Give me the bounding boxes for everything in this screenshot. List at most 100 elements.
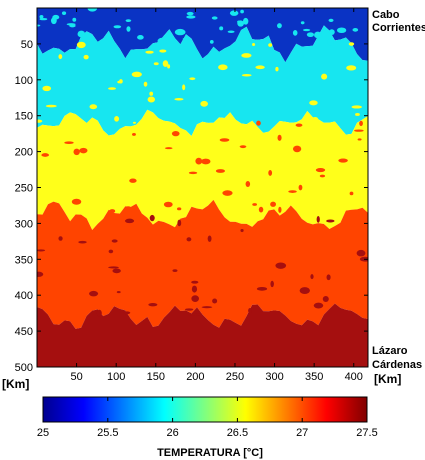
temperature-patch (132, 121, 137, 124)
temperature-patch (277, 134, 282, 141)
temperature-patch (191, 280, 199, 284)
temperature-patch (37, 271, 44, 277)
temperature-patch (242, 17, 249, 25)
temperature-patch (336, 27, 347, 34)
temperature-patch (117, 80, 121, 84)
temperature-patch (298, 184, 303, 191)
temperature-patch (131, 71, 142, 78)
temperature-patch (124, 206, 133, 214)
temperature-patch (76, 41, 86, 49)
temperature-patch (172, 269, 178, 273)
x-tick-label: 300 (265, 371, 283, 383)
temperature-patch (352, 28, 359, 32)
temperature-patch (349, 191, 354, 196)
temperature-patch (201, 306, 213, 309)
temperature-patch (245, 181, 251, 187)
temperature-patch (72, 17, 77, 22)
temperature-patch (176, 207, 182, 211)
place-bottom-line-1: Lázaro (372, 345, 408, 357)
x-tick-label: 400 (345, 371, 363, 383)
temperature-patch (96, 309, 102, 317)
temperature-patch (357, 213, 363, 216)
temperature-patch (326, 219, 335, 223)
temperature-patch (191, 295, 199, 302)
temperature-patch (108, 87, 116, 90)
temperature-patch (288, 190, 297, 193)
temperature-patch (64, 141, 74, 145)
temperature-patch (256, 286, 268, 291)
temperature-patch (109, 209, 116, 214)
x-tick-label: 50 (70, 371, 82, 383)
y-tick-label: 500 (15, 362, 33, 374)
temperature-patch (186, 11, 194, 16)
temperature-patch (182, 84, 186, 91)
temperature-patch (116, 291, 121, 294)
temperature-patch (346, 65, 357, 71)
colorbar-tick-label: 27 (296, 427, 308, 439)
temperature-patch (41, 153, 50, 157)
temperature-patch (270, 280, 274, 288)
temperature-patch (129, 178, 137, 183)
temperature-patch (356, 249, 366, 257)
temperature-patch (348, 42, 355, 46)
y-tick-label: 400 (15, 290, 33, 302)
colorbar-label: TEMPERATURA [°C] (157, 447, 263, 459)
temperature-patch (240, 229, 244, 233)
temperature-patch (248, 308, 252, 314)
temperature-patch (268, 169, 273, 176)
y-axis: 50 100 150 200 250 300 350 400 450 500 (15, 39, 368, 374)
temperature-patch (240, 9, 244, 14)
colorbar-tick-label: 27.5 (356, 427, 377, 439)
temperature-patch (58, 236, 63, 241)
temperature-patch (111, 239, 118, 243)
y-tick-label: 100 (15, 75, 33, 87)
temperature-patch (211, 16, 218, 20)
temperature-patch (143, 81, 148, 87)
temperature-patch (191, 285, 198, 293)
temperature-patch (87, 8, 98, 12)
temperature-patch (328, 18, 334, 22)
temperature-patch (359, 256, 368, 262)
temperature-patch (61, 11, 67, 15)
temperature-patch (171, 131, 180, 137)
temperature-patch (78, 240, 87, 244)
temperature-patch (351, 105, 362, 109)
temperature-patch (306, 32, 315, 37)
temperature-patch (219, 138, 230, 142)
temperature-patch (357, 138, 362, 141)
temperature-patch (315, 167, 326, 173)
temperature-patch (310, 274, 314, 280)
temperature-patch (147, 96, 156, 103)
temperature-patch (278, 206, 282, 213)
temperature-patch (212, 298, 218, 304)
temperature-patch (89, 104, 98, 110)
temperature-band (37, 25, 368, 136)
colorbar (42, 396, 368, 423)
temperature-patch (359, 120, 363, 126)
temperature-patch (177, 219, 182, 227)
colorbar-ticks: 25 25.5 26 26.5 27 27.5 (37, 397, 378, 439)
temperature-patch (302, 28, 311, 32)
temperature-patch (174, 98, 184, 101)
temperature-patch (300, 21, 305, 25)
temperature-patch (313, 302, 324, 309)
temperature-patch (145, 50, 154, 54)
temperature-patch (153, 62, 159, 66)
temperature-patch (295, 123, 303, 127)
temperature-patch (326, 274, 331, 281)
colorbar-tick-label: 26 (166, 427, 178, 439)
temperature-patch (174, 28, 186, 36)
temperature-patch (239, 145, 247, 149)
temperature-patch (114, 116, 120, 122)
temperature-patch (195, 157, 203, 165)
x-tick-label: 250 (226, 371, 244, 383)
temperature-band (37, 8, 368, 63)
temperature-patch (229, 10, 239, 16)
temperature-patch (112, 268, 121, 274)
temperature-patch (37, 24, 41, 27)
y-tick-label: 50 (21, 39, 33, 51)
temperature-patch (108, 249, 114, 254)
temperature-patch (309, 100, 318, 106)
temperature-patch (355, 113, 360, 116)
temperature-patch (126, 26, 131, 32)
